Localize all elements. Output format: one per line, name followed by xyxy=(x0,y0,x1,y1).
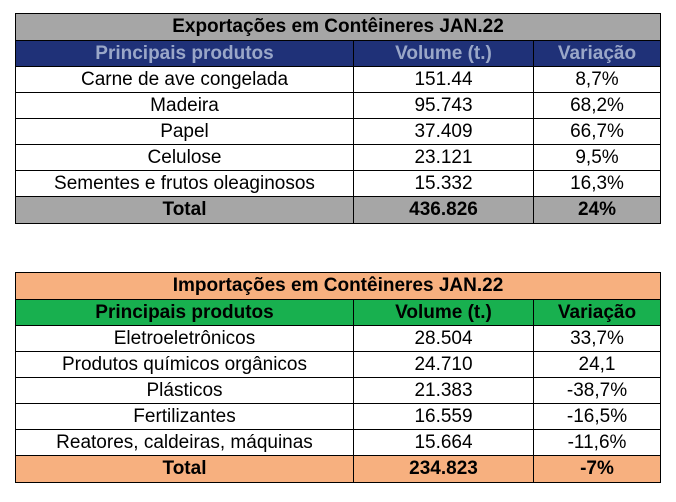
table-row: Papel 37.409 66,7% xyxy=(15,118,661,145)
product-cell: Produtos químicos orgânicos xyxy=(15,351,354,378)
volume-cell: 16.559 xyxy=(353,403,534,430)
variation-cell: 33,7% xyxy=(532,325,662,352)
product-cell: Plásticos xyxy=(15,377,354,404)
import-header-product: Principais produtos xyxy=(15,299,354,326)
total-variation: -7% xyxy=(532,455,662,483)
table-row: Carne de ave congelada 151.44 8,7% xyxy=(15,66,661,93)
table-row: Sementes e frutos oleaginosos 15.332 16,… xyxy=(15,170,661,197)
variation-cell: 8,7% xyxy=(533,66,661,93)
product-cell: Madeira xyxy=(15,92,354,119)
variation-cell: -16,5% xyxy=(532,403,662,430)
total-label: Total xyxy=(15,455,354,483)
volume-cell: 28.504 xyxy=(353,325,534,352)
table-row: Fertilizantes 16.559 -16,5% xyxy=(15,403,662,430)
volume-cell: 151.44 xyxy=(353,66,534,93)
table-row: Madeira 95.743 68,2% xyxy=(15,92,661,119)
volume-cell: 37.409 xyxy=(353,118,534,145)
variation-cell: 16,3% xyxy=(533,170,661,197)
total-volume: 436.826 xyxy=(353,196,534,224)
import-header-row: Principais produtos Volume (t.) Variação xyxy=(15,299,662,326)
table-row: Produtos químicos orgânicos 24.710 24,1 xyxy=(15,351,662,378)
total-variation: 24% xyxy=(533,196,661,224)
variation-cell: -38,7% xyxy=(532,377,662,404)
volume-cell: 24.710 xyxy=(353,351,534,378)
product-cell: Reatores, caldeiras, máquinas xyxy=(15,429,354,456)
import-title: Importações em Contêineres JAN.22 xyxy=(14,272,662,300)
import-title-row: Importações em Contêineres JAN.22 xyxy=(14,272,662,300)
export-header-row: Principais produtos Volume (t.) Variação xyxy=(15,40,661,67)
product-cell: Eletroeletrônicos xyxy=(15,325,354,352)
import-total-row: Total 234.823 -7% xyxy=(15,455,662,483)
table-row: Eletroeletrônicos 28.504 33,7% xyxy=(15,325,662,352)
export-table: Exportações em Contêineres JAN.22 Princi… xyxy=(15,13,661,224)
variation-cell: 68,2% xyxy=(533,92,661,119)
product-cell: Fertilizantes xyxy=(15,403,354,430)
table-row: Celulose 23.121 9,5% xyxy=(15,144,661,171)
export-title-row: Exportações em Contêineres JAN.22 xyxy=(15,13,661,41)
export-header-variation: Variação xyxy=(533,40,661,67)
variation-cell: -11,6% xyxy=(532,429,662,456)
export-header-product: Principais produtos xyxy=(15,40,354,67)
product-cell: Sementes e frutos oleaginosos xyxy=(15,170,354,197)
volume-cell: 95.743 xyxy=(353,92,534,119)
variation-cell: 24,1 xyxy=(532,351,662,378)
table-row: Reatores, caldeiras, máquinas 15.664 -11… xyxy=(15,429,662,456)
export-header-volume: Volume (t.) xyxy=(353,40,534,67)
volume-cell: 23.121 xyxy=(353,144,534,171)
volume-cell: 21.383 xyxy=(353,377,534,404)
variation-cell: 9,5% xyxy=(533,144,661,171)
export-title: Exportações em Contêineres JAN.22 xyxy=(15,13,661,41)
import-header-volume: Volume (t.) xyxy=(353,299,534,326)
import-header-variation: Variação xyxy=(532,299,662,326)
product-cell: Papel xyxy=(15,118,354,145)
total-volume: 234.823 xyxy=(353,455,534,483)
volume-cell: 15.664 xyxy=(353,429,534,456)
product-cell: Celulose xyxy=(15,144,354,171)
import-table: Importações em Contêineres JAN.22 Princi… xyxy=(14,272,662,483)
product-cell: Carne de ave congelada xyxy=(15,66,354,93)
total-label: Total xyxy=(15,196,354,224)
volume-cell: 15.332 xyxy=(353,170,534,197)
table-row: Plásticos 21.383 -38,7% xyxy=(15,377,662,404)
export-total-row: Total 436.826 24% xyxy=(15,196,661,224)
variation-cell: 66,7% xyxy=(533,118,661,145)
